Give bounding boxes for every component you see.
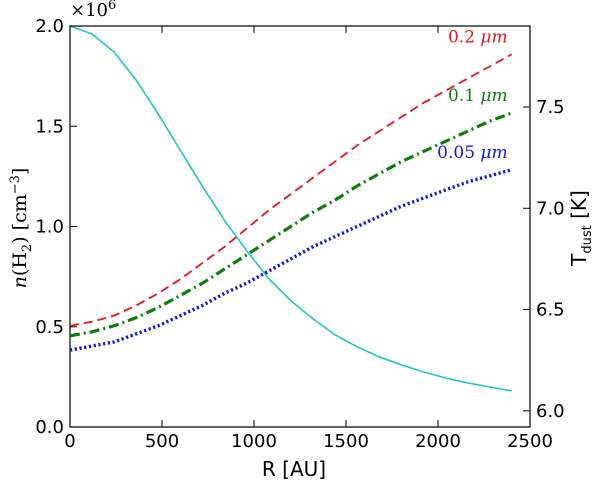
y-left-multiplier: ×106 bbox=[70, 0, 116, 21]
multiplier-exponent: 6 bbox=[108, 0, 116, 13]
y-left-tick-label: 1.0 bbox=[35, 217, 64, 238]
series-line-0 bbox=[69, 25, 512, 392]
y-left-axis-ticks: 0.0 0.5 1.0 1.5 2.0 bbox=[35, 16, 77, 438]
y-left-label-close: ] bbox=[9, 168, 31, 175]
y-left-tick-label: 0.0 bbox=[35, 417, 64, 438]
series-line-2 bbox=[69, 111, 513, 338]
y-left-axis-label: n(H2) [cm−3] bbox=[8, 168, 35, 289]
series-line-3 bbox=[69, 168, 513, 352]
y-right-tick-label: 7.0 bbox=[536, 198, 565, 219]
series-label-number: 0.2 bbox=[448, 27, 480, 47]
series-label-2: 0.1 μm bbox=[448, 86, 508, 106]
x-tick-label: 2500 bbox=[507, 431, 553, 452]
y-left-label-unit: ) [cm bbox=[9, 194, 31, 244]
y-right-tick-label: 6.0 bbox=[536, 401, 565, 422]
series-label-1: 0.2 μm bbox=[448, 27, 508, 47]
y-right-axis-label: Tdust [K] bbox=[567, 190, 595, 267]
series-label-unit: μm bbox=[480, 86, 507, 106]
y-right-tick-label: 6.5 bbox=[536, 300, 565, 321]
multiplier-base: ×10 bbox=[70, 0, 108, 21]
series-label-unit: μm bbox=[480, 143, 507, 163]
series-label-unit: μm bbox=[480, 27, 507, 47]
y-right-label-sub: dust bbox=[580, 225, 595, 253]
y-left-label-body: (H bbox=[9, 252, 31, 276]
series-label-3: 0.05 μm bbox=[437, 143, 507, 163]
x-tick-label: 500 bbox=[145, 431, 179, 452]
y-left-tick-label: 1.5 bbox=[35, 116, 64, 137]
x-axis-ticks: 0 500 1000 1500 2000 2500 bbox=[64, 26, 553, 452]
x-tick-label: 0 bbox=[64, 431, 75, 452]
series-line-1 bbox=[69, 53, 513, 327]
y-left-tick-label: 2.0 bbox=[35, 16, 64, 37]
series-layer bbox=[69, 25, 513, 392]
plot-area: 0 500 1000 1500 2000 2500 0.0 0.5 1.0 1.5 2.0 6.0… bbox=[35, 16, 564, 452]
y-right-label-unit: [K] bbox=[567, 190, 591, 225]
y-right-tick-label: 7.5 bbox=[536, 97, 565, 118]
x-tick-label: 1000 bbox=[231, 431, 277, 452]
y-right-axis-ticks: 6.0 6.5 7.0 7.5 bbox=[523, 97, 565, 422]
y-right-label-main: T bbox=[567, 253, 591, 267]
y-left-label-sub: 2 bbox=[20, 244, 35, 252]
y-left-tick-label: 0.5 bbox=[35, 317, 64, 338]
y-left-label-unit-sup: −3 bbox=[8, 175, 23, 194]
y-left-label-var: n bbox=[9, 276, 31, 288]
series-labels: 0.2 μm0.1 μm0.05 μm bbox=[437, 27, 507, 162]
series-label-number: 0.1 bbox=[448, 86, 480, 106]
x-tick-label: 1500 bbox=[323, 431, 369, 452]
x-axis-label: R [AU] bbox=[262, 457, 326, 481]
series-label-number: 0.05 bbox=[437, 143, 480, 163]
x-tick-label: 2000 bbox=[415, 431, 461, 452]
